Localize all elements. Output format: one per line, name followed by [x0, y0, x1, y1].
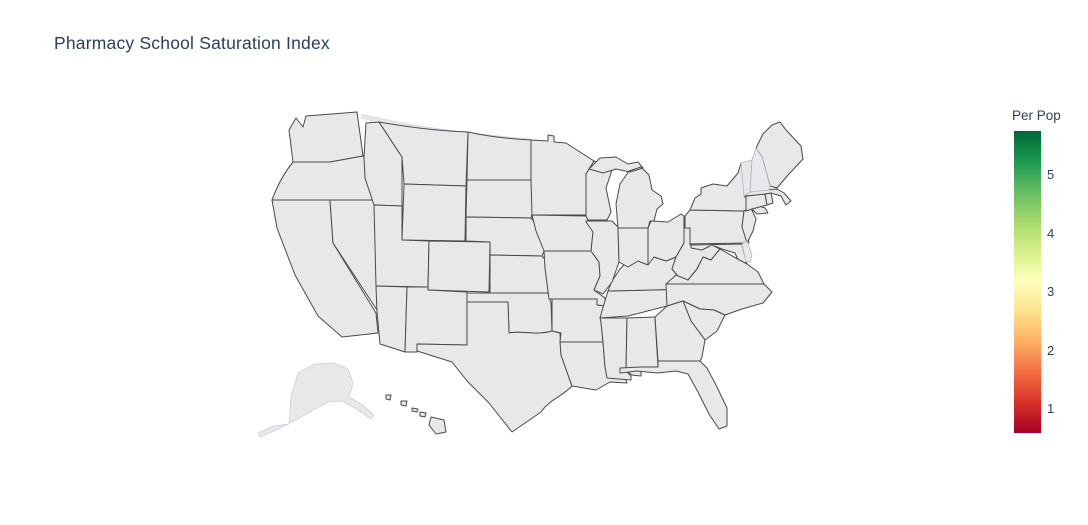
state-de: Delaware [741, 240, 753, 263]
state-pa[interactable]: Pennsylvania: 1.9 [684, 209, 750, 245]
colorbar-tick-label: 4 [1047, 225, 1055, 241]
state-wa[interactable]: Washington: 4 [288, 111, 364, 163]
colorbar-tick-label: 1 [1047, 401, 1055, 417]
state-nm[interactable]: New Mexico: 2.1 [404, 286, 468, 353]
state-ks[interactable]: Kansas: 2.8 [489, 254, 550, 294]
state-mn[interactable]: Minnesota: 5.6 [530, 134, 595, 216]
state-hi[interactable]: Hawaii: 1.4 [385, 394, 447, 435]
colorbar-tick-label: 5 [1047, 167, 1055, 183]
state-mi[interactable]: Michigan: 3.5 [588, 156, 664, 229]
state-wy[interactable]: Wyoming: 0.6 [401, 183, 467, 242]
state-ak: Alaska [257, 362, 375, 438]
state-fl[interactable]: Florida: 3.9 [619, 360, 728, 430]
state-co[interactable]: Colorado: 2.8 [427, 240, 491, 293]
state-tx[interactable]: Texas: 3.3 [416, 301, 573, 433]
colorbar-ticks: 1 2 3 4 5 [1047, 131, 1077, 433]
state-or[interactable]: Oregon: 2 [271, 155, 375, 201]
page-title: Pharmacy School Saturation Index [54, 33, 330, 53]
colorbar-tick-label: 2 [1047, 342, 1055, 358]
state-nd[interactable]: North Dakota: 0.9 [466, 131, 532, 181]
state-mo[interactable]: Missouri: 3.2 [543, 250, 606, 307]
colorbar-title: Per Pop [1012, 108, 1061, 123]
state-az[interactable]: Arizona: 3.8 [375, 285, 408, 353]
colorbar-gradient [1014, 131, 1041, 433]
state-ri[interactable]: Rhode Island: 1.2 [764, 192, 774, 206]
colorbar-tick-label: 3 [1047, 284, 1055, 300]
state-wi[interactable]: Wisconsin: 1.9 [585, 160, 613, 221]
colorbar [1014, 131, 1041, 433]
state-sd[interactable]: South Dakota: 1 [465, 179, 537, 219]
state-va[interactable]: Virginia: 1.6 [665, 248, 765, 285]
state-in[interactable]: Indiana: 2.1 [617, 227, 649, 268]
state-nh: New Hampshire [749, 147, 771, 193]
